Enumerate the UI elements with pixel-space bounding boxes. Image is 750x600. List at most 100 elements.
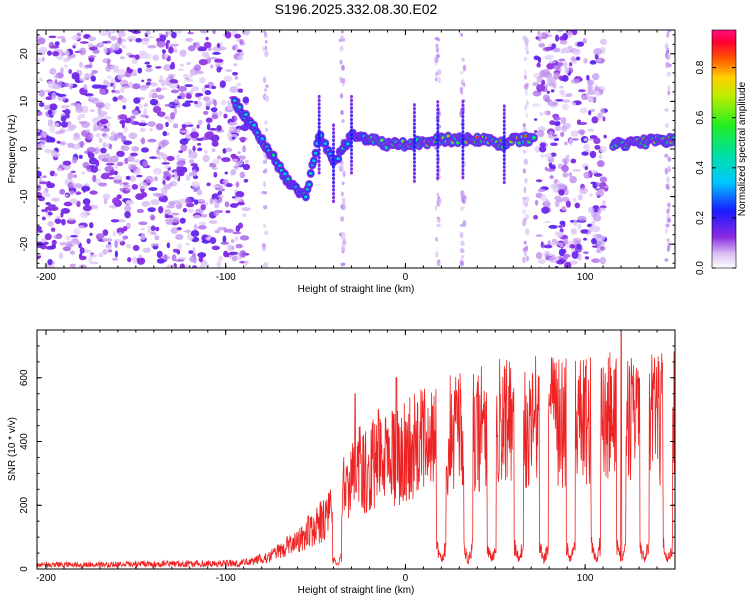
noise-blob [90,261,99,265]
signal-spike [502,146,506,150]
noise-blob [196,124,200,129]
noise-blob [99,88,107,95]
signal-core [532,136,536,140]
signal-core [271,153,276,157]
noise-blob [213,198,218,202]
signal-spike [502,157,506,162]
noise-blob [559,220,566,226]
noise-blob [552,134,558,137]
noise-blob [114,175,122,180]
noise-blob [85,128,91,133]
noise-blob [70,170,76,174]
noise-blob [158,206,164,214]
noise-streak [264,40,268,44]
noise-streak [435,47,440,53]
noise-blob [43,148,52,154]
noise-blob [90,75,96,82]
noise-blob [204,84,210,89]
noise-blob [171,31,177,39]
noise-blob [212,51,221,55]
noise-blob [73,42,78,47]
noise-blob [94,100,103,104]
noise-blob [562,172,569,178]
noise-blob [196,70,204,75]
noise-blob [234,236,239,241]
noise-blob [120,145,130,152]
noise-streak [524,44,529,52]
noise-blob [147,121,156,127]
noise-blob [538,42,546,48]
spectrogram-xtick-label: -100 [216,272,236,283]
signal-spike [317,98,321,103]
noise-streak [523,217,527,222]
signal-spike [350,125,354,129]
noise-blob [138,254,143,259]
noise-blob [211,245,220,251]
signal-spike [502,165,506,169]
noise-blob [116,161,124,167]
noise-blob [191,181,200,189]
noise-blob [138,103,143,109]
noise-blob [561,103,569,111]
noise-blob [176,248,181,255]
noise-blob [66,242,73,248]
noise-blob [567,45,573,50]
noise-blob [164,116,170,120]
noise-blob [577,129,586,135]
noise-blob [170,89,180,94]
noise-blob [227,243,232,252]
snr-xtick-label: -200 [36,573,56,584]
signal-spike [332,191,336,196]
noise-blob [173,171,178,176]
signal-spike [350,113,354,118]
noise-blob [214,61,222,69]
colorbar-tick-label: 0.4 [695,160,706,174]
noise-blob [231,115,238,122]
noise-blob [587,206,595,214]
noise-blob [198,221,207,226]
noise-blob [573,219,578,227]
noise-blob [69,190,75,196]
noise-streak [523,74,528,80]
noise-blob [113,179,122,184]
signal-spike [502,123,506,127]
noise-blob [148,91,153,99]
noise-blob [593,137,601,145]
noise-blob [105,238,113,242]
noise-blob [146,64,152,68]
signal-spike [317,110,321,114]
noise-blob [47,80,55,85]
noise-blob [546,90,550,94]
noise-blob [163,157,167,164]
noise-blob [236,201,245,206]
noise-streak [522,168,526,174]
noise-blob [180,144,188,152]
signal-core [672,136,675,140]
signal-core [286,177,290,181]
noise-blob [71,34,80,41]
noise-blob [47,109,53,116]
noise-blob [128,54,137,58]
noise-streak [667,156,672,162]
noise-streak [264,95,270,102]
snr-x-ticks: -200 -100 0 100 [36,330,676,584]
noise-blob [52,83,61,90]
noise-blob [236,82,242,87]
noise-streak [262,159,268,165]
noise-blob [38,229,43,233]
noise-blob [544,54,554,61]
noise-blob [232,71,239,76]
noise-streak [264,191,267,195]
noise-streak [459,206,465,211]
noise-blob [147,138,157,143]
noise-blob [200,213,208,218]
noise-streak [459,70,464,75]
noise-blob [107,157,112,164]
noise-blob [202,110,209,115]
noise-blob [61,37,66,43]
noise-blob [130,164,137,169]
noise-blob [588,79,595,86]
noise-streak [666,32,670,39]
noise-blob [570,130,579,137]
noise-blob [122,184,131,188]
